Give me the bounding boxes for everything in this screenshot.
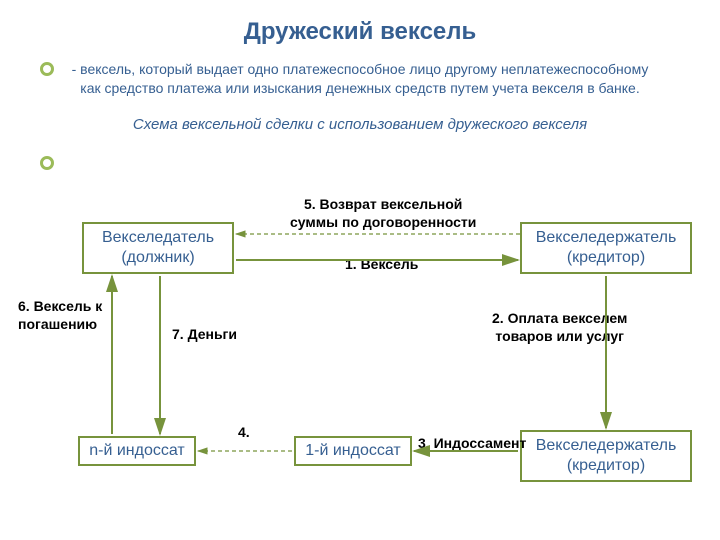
node-label: 1-й индоссат [300,441,406,461]
node-issuer: Векселедатель (должник) [82,222,234,274]
node-label: Векселедатель [88,228,228,248]
node-endorser-n: n-й индоссат [78,436,196,466]
subtitle: Схема вексельной сделки с использованием… [0,98,720,133]
label-4: 4. [238,424,250,442]
node-label: Векселедержатель [526,436,686,456]
node-label: (кредитор) [526,248,686,268]
node-endorser-1: 1-й индоссат [294,436,412,466]
label-3: 3. Индоссамент [418,435,526,453]
label-1: 1. Вексель [345,256,418,274]
node-label: n-й индоссат [84,441,190,461]
node-holder-bottom: Векселедержатель (кредитор) [520,430,692,482]
bullet-icon [40,62,54,76]
label-7: 7. Деньги [172,326,237,344]
description: - вексель, который выдает одно платежесп… [0,46,720,98]
node-label: Векселедержатель [526,228,686,248]
node-holder-top: Векселедержатель (кредитор) [520,222,692,274]
node-label: (должник) [88,248,228,268]
label-2: 2. Оплата векселем товаров или услуг [492,310,627,345]
label-5: 5. Возврат вексельной суммы по договорен… [290,196,476,231]
page-title: Дружеский вексель [0,0,720,46]
node-label: (кредитор) [526,456,686,476]
bullet-icon [40,156,54,170]
label-6: 6. Вексель к погашению [18,298,102,333]
